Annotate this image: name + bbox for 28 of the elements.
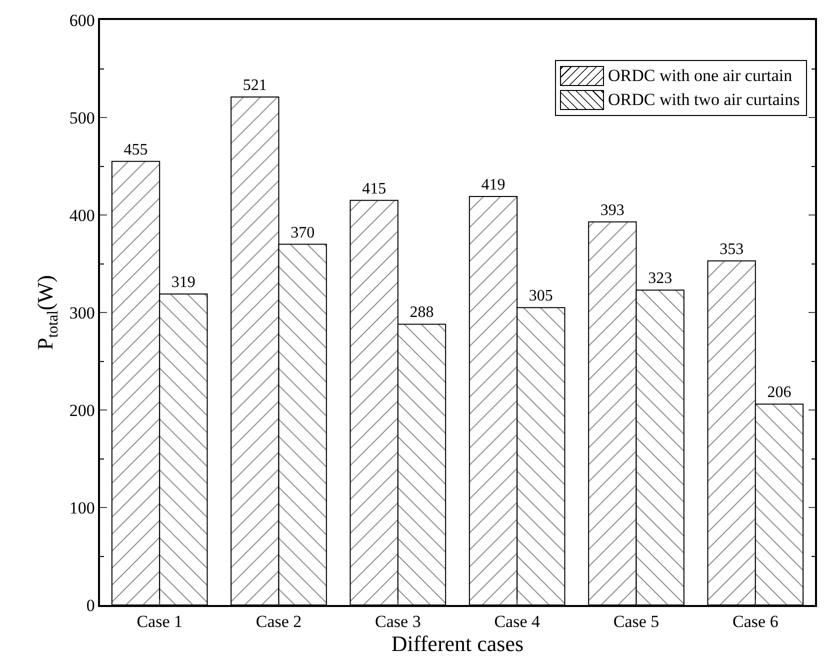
data-label: 319 [171, 274, 196, 291]
y-tick-label: 100 [69, 498, 95, 518]
y-tick-label: 500 [69, 108, 95, 128]
data-label: 206 [767, 384, 792, 402]
data-label: 288 [410, 304, 434, 322]
y-tick-label: 600 [69, 10, 95, 30]
data-label: 305 [528, 288, 553, 305]
x-tick-label: Case 5 [613, 612, 660, 632]
y-tick-label: 200 [69, 400, 95, 420]
y-tick-label: 0 [86, 596, 95, 615]
data-label: 521 [242, 77, 267, 94]
data-label: 353 [720, 240, 744, 258]
data-label: 455 [124, 141, 148, 158]
x-tick-label: Case 1 [136, 612, 182, 632]
data-label: 393 [600, 202, 624, 219]
legend-label: ORDC with two air curtains [608, 90, 800, 110]
x-axis-title: Different cases [391, 631, 524, 656]
data-label: 323 [648, 270, 672, 288]
y-tick-label: 300 [69, 303, 95, 322]
x-tick-label: Case 2 [256, 612, 302, 632]
data-label: 415 [362, 180, 386, 198]
legend-label: ORDC with one air curtain [608, 66, 792, 86]
y-tick-label: 400 [69, 206, 95, 225]
data-label: 370 [290, 224, 315, 242]
x-tick-label: Case 6 [732, 612, 778, 632]
data-label: 419 [481, 176, 506, 194]
x-tick-label: Case 3 [375, 612, 421, 632]
x-tick-label: Case 4 [494, 612, 540, 632]
